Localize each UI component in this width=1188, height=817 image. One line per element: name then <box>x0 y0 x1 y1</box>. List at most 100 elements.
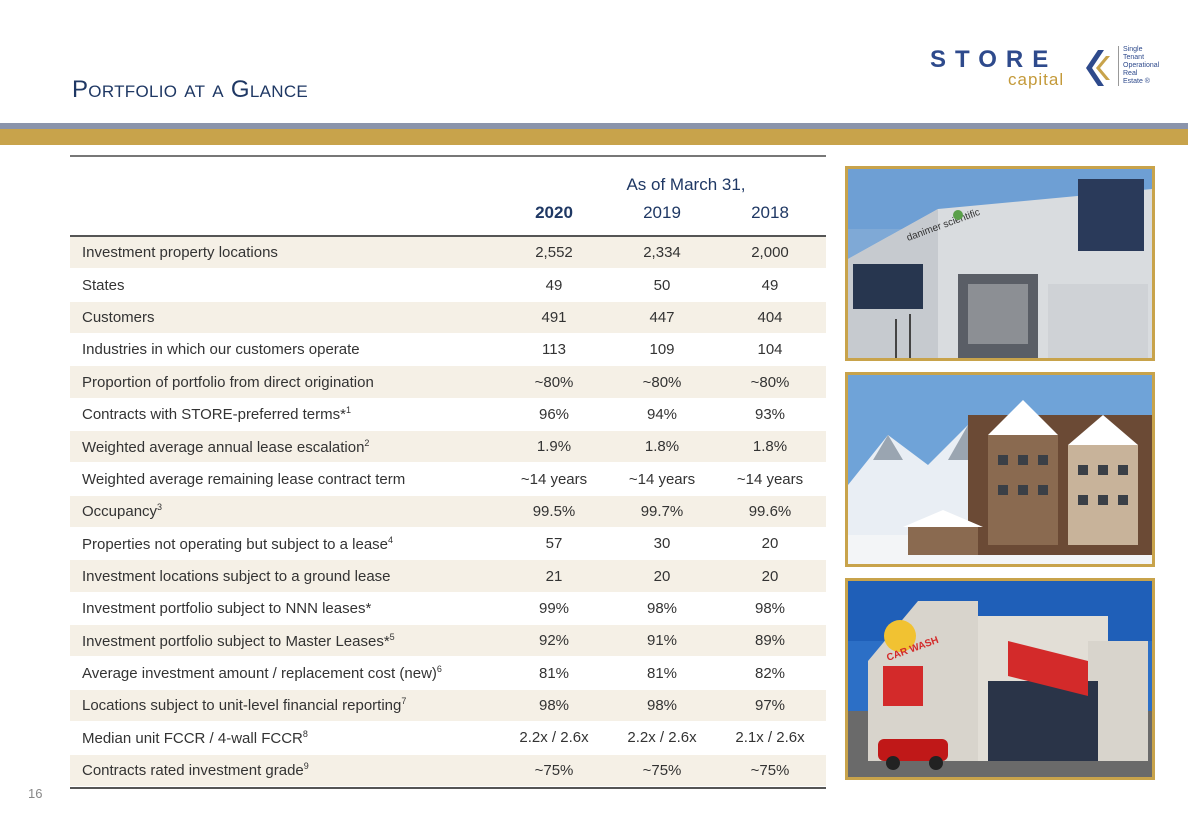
cell-2020: ~14 years <box>520 470 588 488</box>
logo-sub: capital <box>1008 70 1065 89</box>
row-label-text: States <box>82 276 125 294</box>
row-label-text: Properties not operating but subject to … <box>82 535 389 553</box>
cell-2018: ~75% <box>750 761 790 779</box>
cell-2020: ~75% <box>534 761 574 779</box>
row-label-text: Average investment amount / replacement … <box>82 665 437 683</box>
footnote-marker: 4 <box>388 534 394 545</box>
cell-2020: 2,552 <box>535 244 573 262</box>
table-row: Proportion of portfolio from direct orig… <box>70 366 826 399</box>
row-label: Industries in which our customers operat… <box>70 341 500 358</box>
cell-2019: 50 <box>653 276 671 294</box>
row-label-text: Contracts rated investment grade <box>82 762 304 780</box>
cell-2018: 89% <box>754 632 786 650</box>
cell-2019: 98% <box>646 696 678 714</box>
table-row: Average investment amount / replacement … <box>70 657 826 690</box>
cell-2020: 21 <box>545 567 563 585</box>
page-number: 16 <box>28 786 43 801</box>
logo-tagline: Single Tenant Operational Real Estate ® <box>1118 46 1159 86</box>
footnote-marker: 6 <box>436 664 442 675</box>
cell-2018: 20 <box>761 535 779 553</box>
cell-2019: 91% <box>646 632 678 650</box>
row-label: Contracts with STORE-preferred terms*1 <box>70 405 500 423</box>
table-row: Contracts with STORE-preferred terms*1 96… <box>70 398 826 432</box>
cell-2018: 104 <box>757 341 783 359</box>
cell-2018: 93% <box>754 405 786 423</box>
row-label-text: Proportion of portfolio from direct orig… <box>82 373 374 391</box>
footnote-marker: 8 <box>302 728 308 739</box>
cell-2018: 97% <box>754 696 786 714</box>
row-label: Contracts rated investment grade9 <box>70 761 500 779</box>
cell-2020: 81% <box>538 664 570 682</box>
row-label: Locations subject to unit-level financia… <box>70 696 500 714</box>
table-row: Contracts rated investment grade9 ~75% ~75… <box>70 754 826 787</box>
cell-2019: 99.7% <box>640 502 684 520</box>
cell-2020: 49 <box>545 276 563 294</box>
cell-2020: 99.5% <box>532 502 576 520</box>
header-band-grey <box>0 123 1188 129</box>
row-label-text: Weighted average remaining lease contrac… <box>82 470 406 488</box>
cell-2019: 447 <box>649 308 675 326</box>
cell-2019: 109 <box>649 341 675 359</box>
header-band-gold <box>0 129 1188 145</box>
table-row: Properties not operating but subject to … <box>70 528 826 561</box>
table-row: Industries in which our customers operat… <box>70 334 826 367</box>
cell-2018: 1.8% <box>752 438 788 456</box>
row-label: Median unit FCCR / 4-wall FCCR8 <box>70 729 500 747</box>
row-label-text: Weighted average annual lease escalation <box>82 438 365 456</box>
cell-2019: ~80% <box>642 373 682 391</box>
cell-2018: 2,000 <box>751 244 789 262</box>
cell-2019: 2,334 <box>643 244 681 262</box>
row-label: Weighted average annual lease escalation… <box>70 438 500 456</box>
cell-2019: 2.2x / 2.6x <box>627 729 697 747</box>
cell-2019: ~75% <box>642 761 682 779</box>
table-row: Median unit FCCR / 4-wall FCCR8 2.2x / 2.… <box>70 722 826 755</box>
footnote-marker: 9 <box>303 761 309 772</box>
cell-2018: 2.1x / 2.6x <box>735 729 805 747</box>
row-label: Investment property locations <box>70 244 500 261</box>
table-row: Investment locations subject to a ground… <box>70 560 826 593</box>
cell-2020: 491 <box>541 308 567 326</box>
row-label-text: Industries in which our customers operat… <box>82 341 360 359</box>
row-label-text: Investment portfolio subject to Master L… <box>82 632 390 650</box>
cell-2018: 49 <box>761 276 779 294</box>
table-body: Investment property locations 2,552 2,334 2… <box>70 235 826 789</box>
row-label: Proportion of portfolio from direct orig… <box>70 374 500 391</box>
store-capital-logo: STORE capital Single Tenant Operational … <box>930 44 1160 90</box>
footnote-marker: 3 <box>157 502 163 513</box>
row-label: Occupancy3 <box>70 502 500 520</box>
cell-2018: 82% <box>754 664 786 682</box>
cell-2020: 2.2x / 2.6x <box>519 729 589 747</box>
cell-2019: 20 <box>653 567 671 585</box>
footnote-marker: 2 <box>364 437 370 448</box>
row-label: Investment locations subject to a ground… <box>70 568 500 585</box>
table-row: Investment portfolio subject to NNN leas… <box>70 592 826 626</box>
cell-2020: 92% <box>538 632 570 650</box>
cell-2019: 30 <box>653 535 671 553</box>
cell-2020: 57 <box>545 535 563 553</box>
year-header: 2019 <box>643 203 681 222</box>
row-label-text: Contracts with STORE-preferred terms* <box>82 406 346 424</box>
cell-2019: ~14 years <box>628 470 696 488</box>
row-label-text: Investment locations subject to a ground… <box>82 567 391 585</box>
cell-2019: 98% <box>646 599 678 617</box>
photo-mountain-lodge <box>845 372 1155 567</box>
cell-2019: 81% <box>646 664 678 682</box>
row-label: Investment portfolio subject to NNN leas… <box>70 600 500 617</box>
cell-2018: ~14 years <box>736 470 804 488</box>
cell-2018: 99.6% <box>748 502 792 520</box>
cell-2020: 96% <box>538 405 570 423</box>
row-label: Investment portfolio subject to Master L… <box>70 632 500 650</box>
table-row: States 49 50 49 <box>70 269 826 302</box>
year-header: 2020 <box>535 203 573 222</box>
footnote-marker: 1 <box>345 405 351 416</box>
footnote-marker: 7 <box>401 696 407 707</box>
row-label-text: Investment property locations <box>82 244 278 262</box>
footnote-marker: 5 <box>389 631 395 642</box>
table-row: Weighted average remaining lease contrac… <box>70 463 826 496</box>
row-label: Average investment amount / replacement … <box>70 664 500 682</box>
cell-2019: 94% <box>646 405 678 423</box>
table-row: Occupancy3 99.5% 99.7% 99.6% <box>70 495 826 529</box>
row-label: Weighted average remaining lease contrac… <box>70 471 500 488</box>
cell-2020: 113 <box>542 341 566 359</box>
cell-2020: ~80% <box>534 373 574 391</box>
